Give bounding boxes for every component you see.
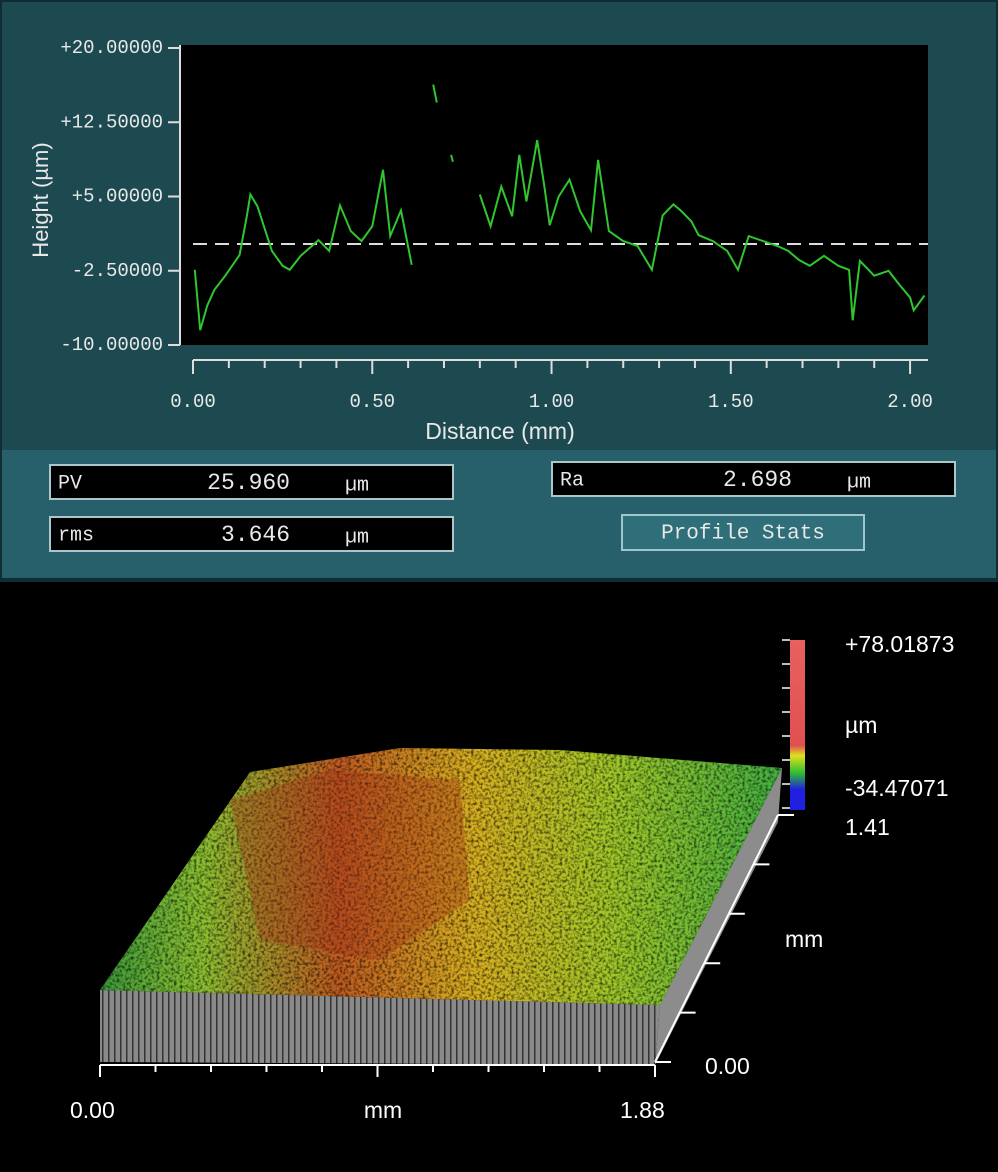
z-unit: µm	[845, 712, 877, 738]
y-tick-label: +5.00000	[72, 186, 163, 208]
y-tick-label: -10.00000	[60, 334, 163, 356]
plot-area	[180, 45, 928, 345]
x-tick-label: 1.00	[529, 391, 575, 413]
x-tick-label: 2.00	[887, 391, 933, 413]
stat-unit: µm	[847, 471, 871, 494]
y-min-label: 0.00	[705, 1053, 750, 1079]
z-min-label: -34.47071	[845, 775, 949, 801]
stat-unit: µm	[345, 526, 369, 549]
stat-label: Ra	[560, 469, 584, 492]
y-unit: mm	[785, 926, 823, 952]
y-tick-label: -2.50000	[72, 260, 163, 282]
y-max-label: 1.41	[845, 814, 890, 840]
x-tick-label: 1.50	[708, 391, 754, 413]
x-unit: mm	[364, 1097, 402, 1123]
y-tick-label: +20.00000	[60, 37, 163, 59]
x-tick-label: 0.00	[170, 391, 216, 413]
stat-value: 2.698	[723, 467, 792, 493]
stat-value: 25.960	[207, 470, 290, 496]
stat-label: rms	[58, 524, 94, 547]
app-window: Height (µm) Distance (mm) +20.00000 +12.5…	[0, 0, 998, 1172]
x-tick-label: 0.50	[349, 391, 395, 413]
color-bar	[790, 640, 805, 810]
stat-unit: µm	[345, 474, 369, 497]
x-max-label: 1.88	[620, 1097, 665, 1123]
x-min-label: 0.00	[70, 1097, 115, 1123]
z-max-label: +78.01873	[845, 631, 954, 657]
y-tick-label: +12.50000	[60, 111, 163, 133]
stat-label: PV	[58, 472, 82, 495]
button-label[interactable]: Profile Stats	[661, 523, 825, 546]
stat-value: 3.646	[221, 522, 290, 548]
y-axis-title: Height (µm)	[28, 142, 53, 257]
x-axis-title: Distance (mm)	[425, 418, 575, 444]
